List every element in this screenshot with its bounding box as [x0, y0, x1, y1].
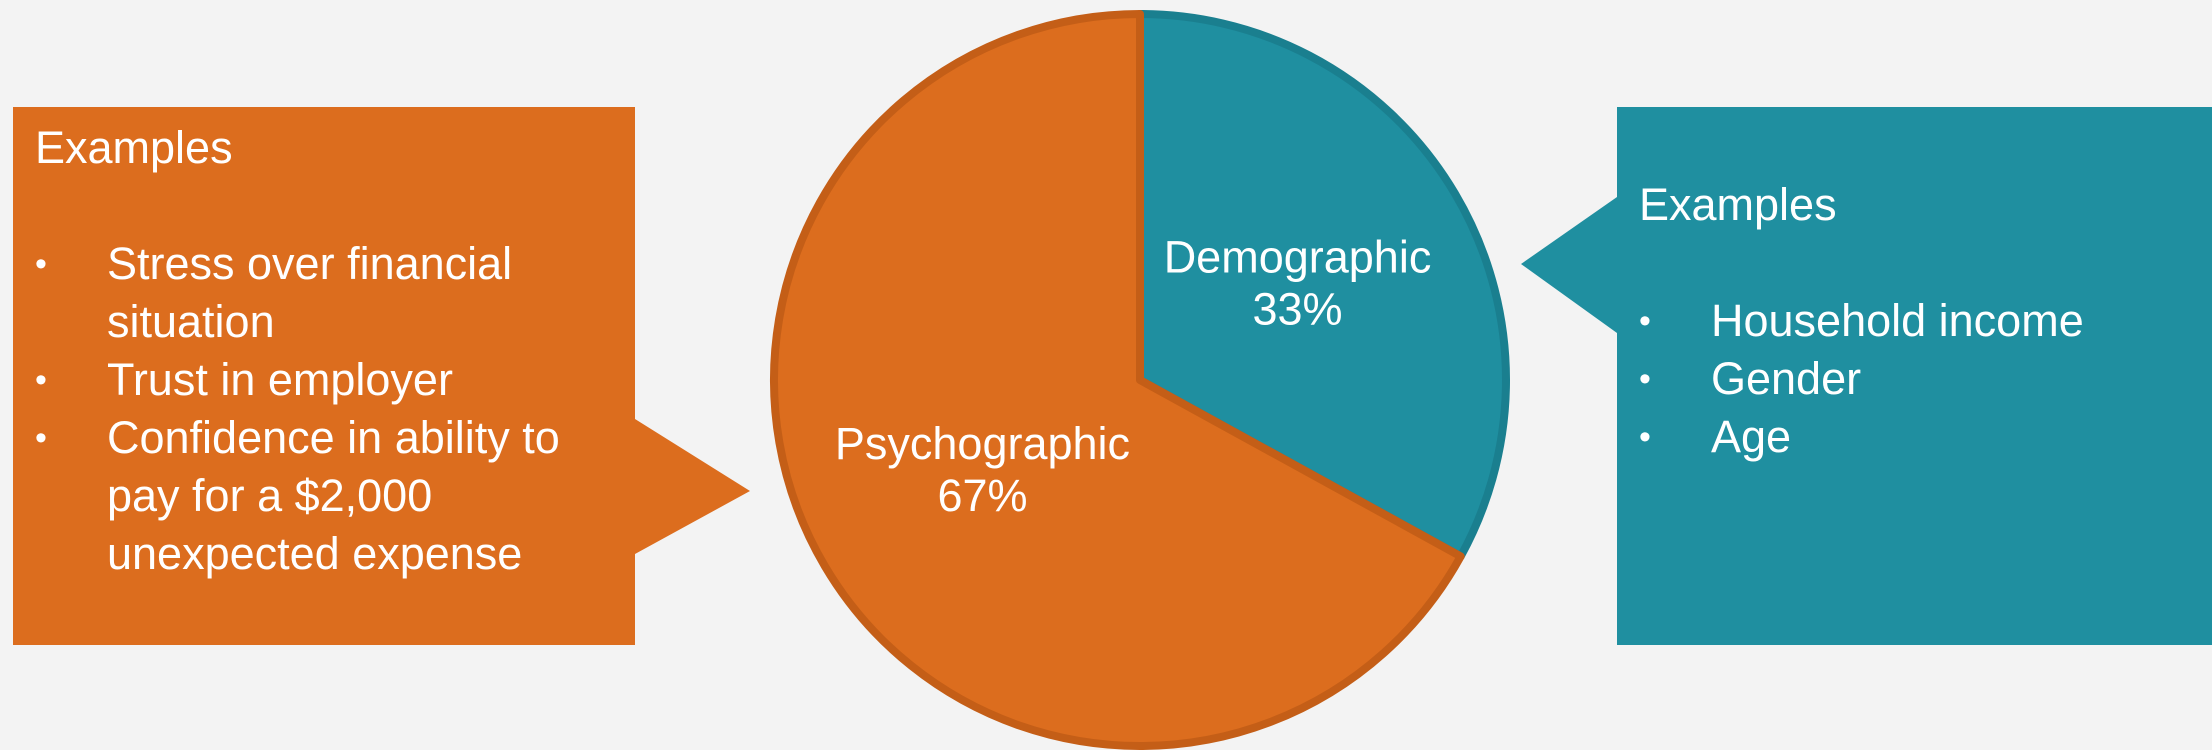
callout-item: Confidence in ability to pay for a $2,00… [35, 409, 627, 583]
callout-title: Examples [35, 122, 233, 173]
callout-item: Gender [1639, 350, 2199, 408]
slice-label: Psychographic [835, 418, 1130, 469]
pie-slice [1136, 10, 1510, 561]
slice-value: 67% [937, 470, 1027, 521]
callout-list: Stress over financial situationTrust in … [35, 235, 627, 583]
callout-item: Household income [1639, 292, 2199, 350]
callout-right-text: Examples Household incomeGenderAge [1639, 176, 2199, 466]
pie-slice [770, 10, 1465, 750]
callout-title: Examples [1639, 179, 1837, 230]
callout-list: Household incomeGenderAge [1639, 292, 2199, 466]
callout-item: Stress over financial situation [35, 235, 627, 351]
callout-item: Trust in employer [35, 351, 627, 409]
callout-left-text: Examples Stress over financial situation… [35, 119, 627, 583]
slice-value: 33% [1252, 284, 1342, 335]
slice-label: Demographic [1164, 232, 1432, 283]
callout-item: Age [1639, 408, 2199, 466]
